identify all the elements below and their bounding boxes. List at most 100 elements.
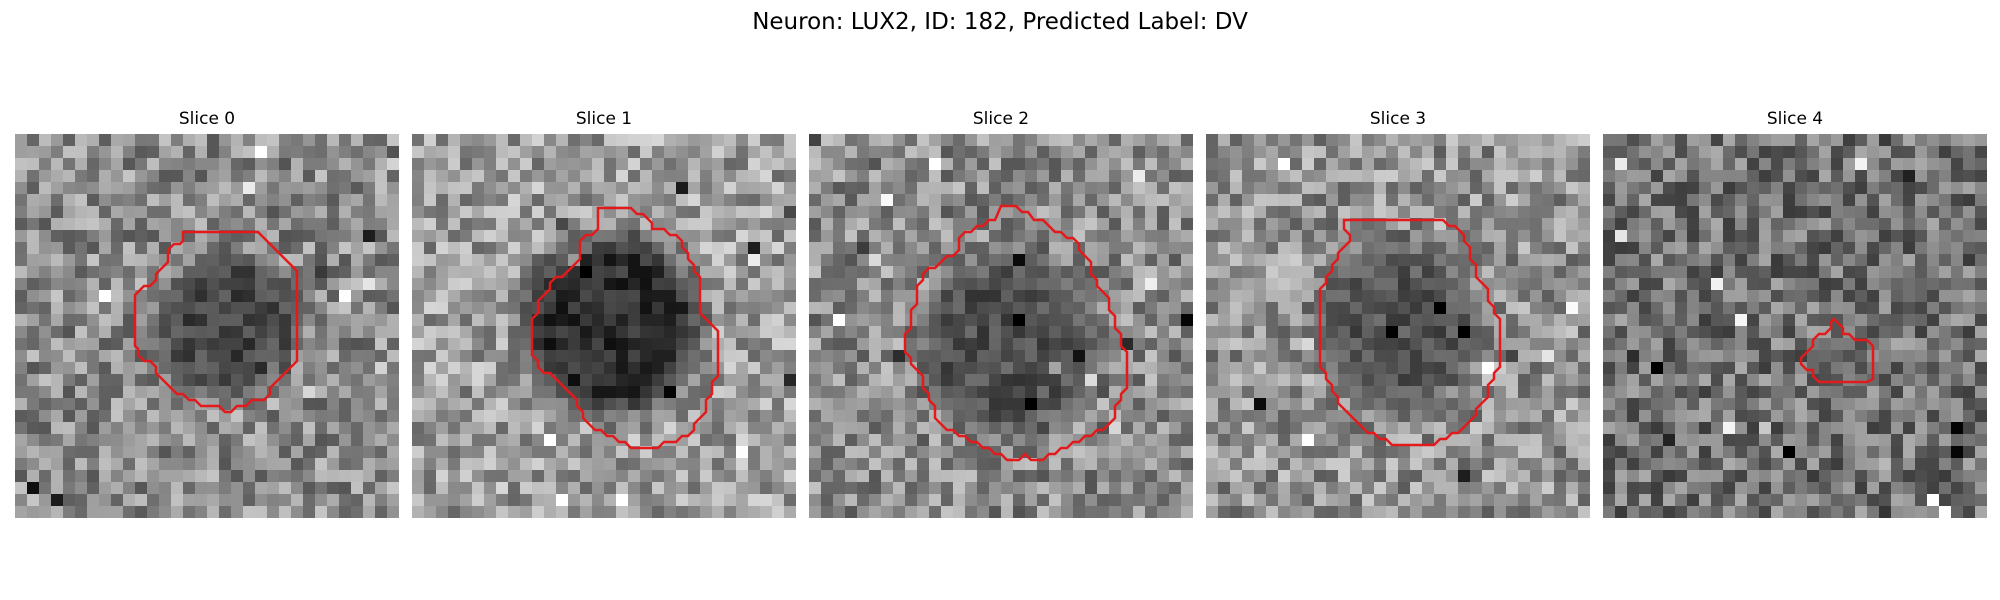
- image-pixel: [63, 218, 75, 230]
- image-pixel: [1314, 446, 1326, 458]
- image-pixel: [941, 146, 953, 158]
- image-pixel: [532, 374, 544, 386]
- image-pixel: [1855, 410, 1867, 422]
- image-pixel: [1639, 350, 1651, 362]
- image-pixel: [1001, 134, 1013, 146]
- image-pixel: [917, 446, 929, 458]
- image-pixel: [99, 170, 111, 182]
- image-pixel: [1711, 458, 1723, 470]
- image-pixel: [1699, 254, 1711, 266]
- image-pixel: [965, 182, 977, 194]
- image-pixel: [1795, 158, 1807, 170]
- image-pixel: [580, 170, 592, 182]
- image-pixel: [1518, 434, 1530, 446]
- image-pixel: [845, 350, 857, 362]
- image-pixel: [508, 458, 520, 470]
- image-pixel: [496, 434, 508, 446]
- image-pixel: [363, 386, 375, 398]
- image-pixel: [123, 410, 135, 422]
- image-pixel: [1013, 338, 1025, 350]
- image-pixel: [123, 218, 135, 230]
- image-pixel: [1506, 434, 1518, 446]
- image-pixel: [917, 242, 929, 254]
- image-pixel: [1386, 470, 1398, 482]
- image-pixel: [484, 182, 496, 194]
- image-pixel: [195, 422, 207, 434]
- image-pixel: [1566, 170, 1578, 182]
- image-pixel: [1157, 182, 1169, 194]
- image-pixel: [1386, 374, 1398, 386]
- image-pixel: [1951, 206, 1963, 218]
- image-pixel: [628, 482, 640, 494]
- image-pixel: [1097, 458, 1109, 470]
- image-pixel: [1518, 266, 1530, 278]
- image-pixel: [1109, 506, 1121, 518]
- image-pixel: [1001, 446, 1013, 458]
- image-pixel: [1675, 206, 1687, 218]
- image-pixel: [1290, 278, 1302, 290]
- image-pixel: [869, 278, 881, 290]
- image-pixel: [231, 482, 243, 494]
- image-pixel: [99, 362, 111, 374]
- image-pixel: [1230, 230, 1242, 242]
- image-pixel: [63, 326, 75, 338]
- image-pixel: [63, 290, 75, 302]
- image-pixel: [339, 410, 351, 422]
- image-pixel: [1169, 134, 1181, 146]
- image-pixel: [1266, 182, 1278, 194]
- image-pixel: [821, 218, 833, 230]
- image-pixel: [1218, 470, 1230, 482]
- image-pixel: [207, 206, 219, 218]
- image-pixel: [508, 386, 520, 398]
- image-pixel: [1831, 326, 1843, 338]
- image-pixel: [1494, 398, 1506, 410]
- image-pixel: [1615, 134, 1627, 146]
- image-pixel: [267, 206, 279, 218]
- image-pixel: [315, 302, 327, 314]
- image-pixel: [1206, 302, 1218, 314]
- image-pixel: [51, 170, 63, 182]
- image-pixel: [75, 338, 87, 350]
- image-pixel: [291, 242, 303, 254]
- image-pixel: [869, 422, 881, 434]
- image-pixel: [1879, 350, 1891, 362]
- image-pixel: [821, 194, 833, 206]
- image-pixel: [688, 458, 700, 470]
- image-pixel: [977, 386, 989, 398]
- image-pixel: [135, 326, 147, 338]
- image-pixel: [1121, 230, 1133, 242]
- image-pixel: [592, 326, 604, 338]
- image-pixel: [628, 494, 640, 506]
- image-pixel: [1410, 494, 1422, 506]
- image-pixel: [1374, 206, 1386, 218]
- image-pixel: [472, 482, 484, 494]
- image-pixel: [51, 506, 63, 518]
- image-pixel: [1133, 386, 1145, 398]
- image-pixel: [905, 290, 917, 302]
- image-pixel: [965, 314, 977, 326]
- image-pixel: [917, 230, 929, 242]
- image-pixel: [736, 230, 748, 242]
- image-pixel: [616, 338, 628, 350]
- image-pixel: [568, 362, 580, 374]
- image-pixel: [1314, 254, 1326, 266]
- image-pixel: [1975, 326, 1987, 338]
- image-pixel: [1362, 362, 1374, 374]
- image-pixel: [1578, 314, 1590, 326]
- image-pixel: [1434, 146, 1446, 158]
- slice-2-contour: [903, 204, 1129, 462]
- image-pixel: [1037, 398, 1049, 410]
- image-pixel: [327, 314, 339, 326]
- image-pixel: [472, 386, 484, 398]
- image-pixel: [1218, 170, 1230, 182]
- image-pixel: [15, 410, 27, 422]
- image-pixel: [183, 218, 195, 230]
- image-pixel: [809, 182, 821, 194]
- image-pixel: [580, 458, 592, 470]
- image-pixel: [1651, 206, 1663, 218]
- image-pixel: [1242, 242, 1254, 254]
- image-pixel: [1218, 242, 1230, 254]
- image-pixel: [1651, 290, 1663, 302]
- image-pixel: [1302, 278, 1314, 290]
- image-pixel: [412, 206, 424, 218]
